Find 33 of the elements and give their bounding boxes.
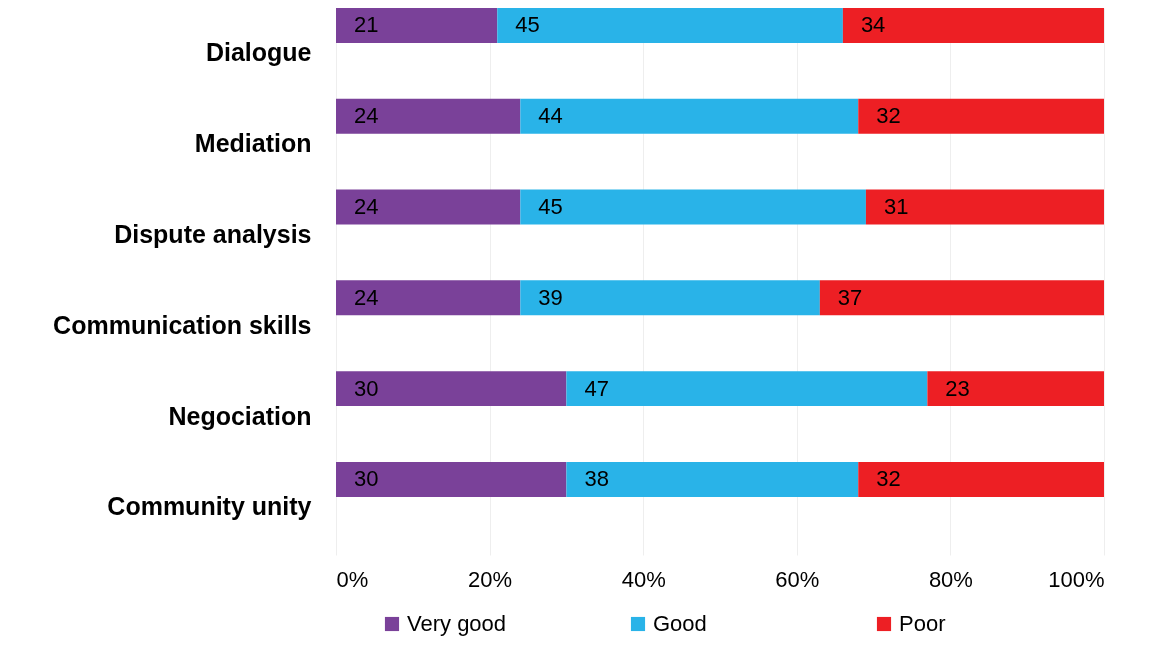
y-tick-label: Community unity — [107, 492, 312, 521]
y-tick-label: Negociation — [168, 401, 312, 430]
data-label: 37 — [837, 284, 863, 310]
data-label: 44 — [538, 103, 563, 129]
x-tick-label: 60% — [775, 566, 820, 592]
data-label: 47 — [584, 375, 609, 401]
legend-label: Very good — [407, 611, 507, 636]
data-label: 34 — [860, 12, 886, 38]
data-label: 32 — [876, 466, 901, 492]
data-label: 38 — [584, 466, 609, 492]
data-label: 32 — [876, 103, 901, 129]
data-label: 21 — [354, 12, 379, 38]
data-label: 24 — [354, 194, 379, 220]
y-tick-label: Communication skills — [53, 310, 312, 339]
x-tick-label: 80% — [928, 566, 973, 592]
y-tick-label: Mediation — [194, 129, 312, 158]
data-label: 30 — [354, 375, 379, 401]
data-label: 39 — [538, 284, 563, 310]
x-tick-label: 100% — [1048, 566, 1105, 592]
x-tick-label: 20% — [468, 566, 513, 592]
x-tick-label: 40% — [621, 566, 666, 592]
data-label: 23 — [945, 375, 970, 401]
data-label: 45 — [538, 194, 563, 220]
data-label: 30 — [354, 466, 379, 492]
legend-label: Poor — [899, 611, 946, 636]
data-label: 24 — [354, 284, 379, 310]
y-tick-label: Dispute analysis — [114, 220, 312, 249]
x-tick-label: 0% — [336, 566, 369, 592]
data-label: 24 — [354, 103, 379, 129]
data-label: 31 — [883, 194, 909, 220]
legend-label: Good — [653, 611, 707, 636]
y-tick-label: Dialogue — [205, 38, 312, 67]
data-label: 45 — [515, 12, 540, 38]
